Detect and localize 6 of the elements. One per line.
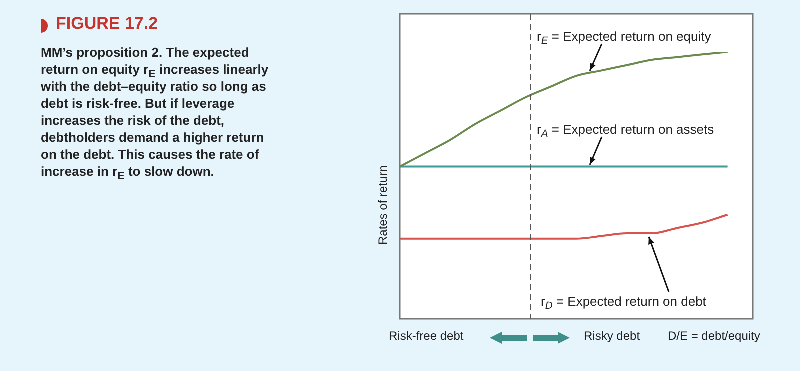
- y-axis-title: Rates of return: [376, 166, 390, 245]
- text: MM’s proposition 2. The expected return on equity r$_{E}$ increases linearly with the debt–equity ratio so long as debt is risk-free. But if leverage increases the risk of the debt, debtholders demand a higher return on the debt. This causes the rate of increase in r$_{E}$ to slow down.: [41, 45, 269, 183]
- text: Risky debt: [584, 329, 640, 343]
- x-axis-title: D/E = debt/equity: [668, 329, 760, 343]
- text: Risk-free debt: [389, 329, 464, 343]
- text: FIGURE 17.2: [56, 14, 158, 34]
